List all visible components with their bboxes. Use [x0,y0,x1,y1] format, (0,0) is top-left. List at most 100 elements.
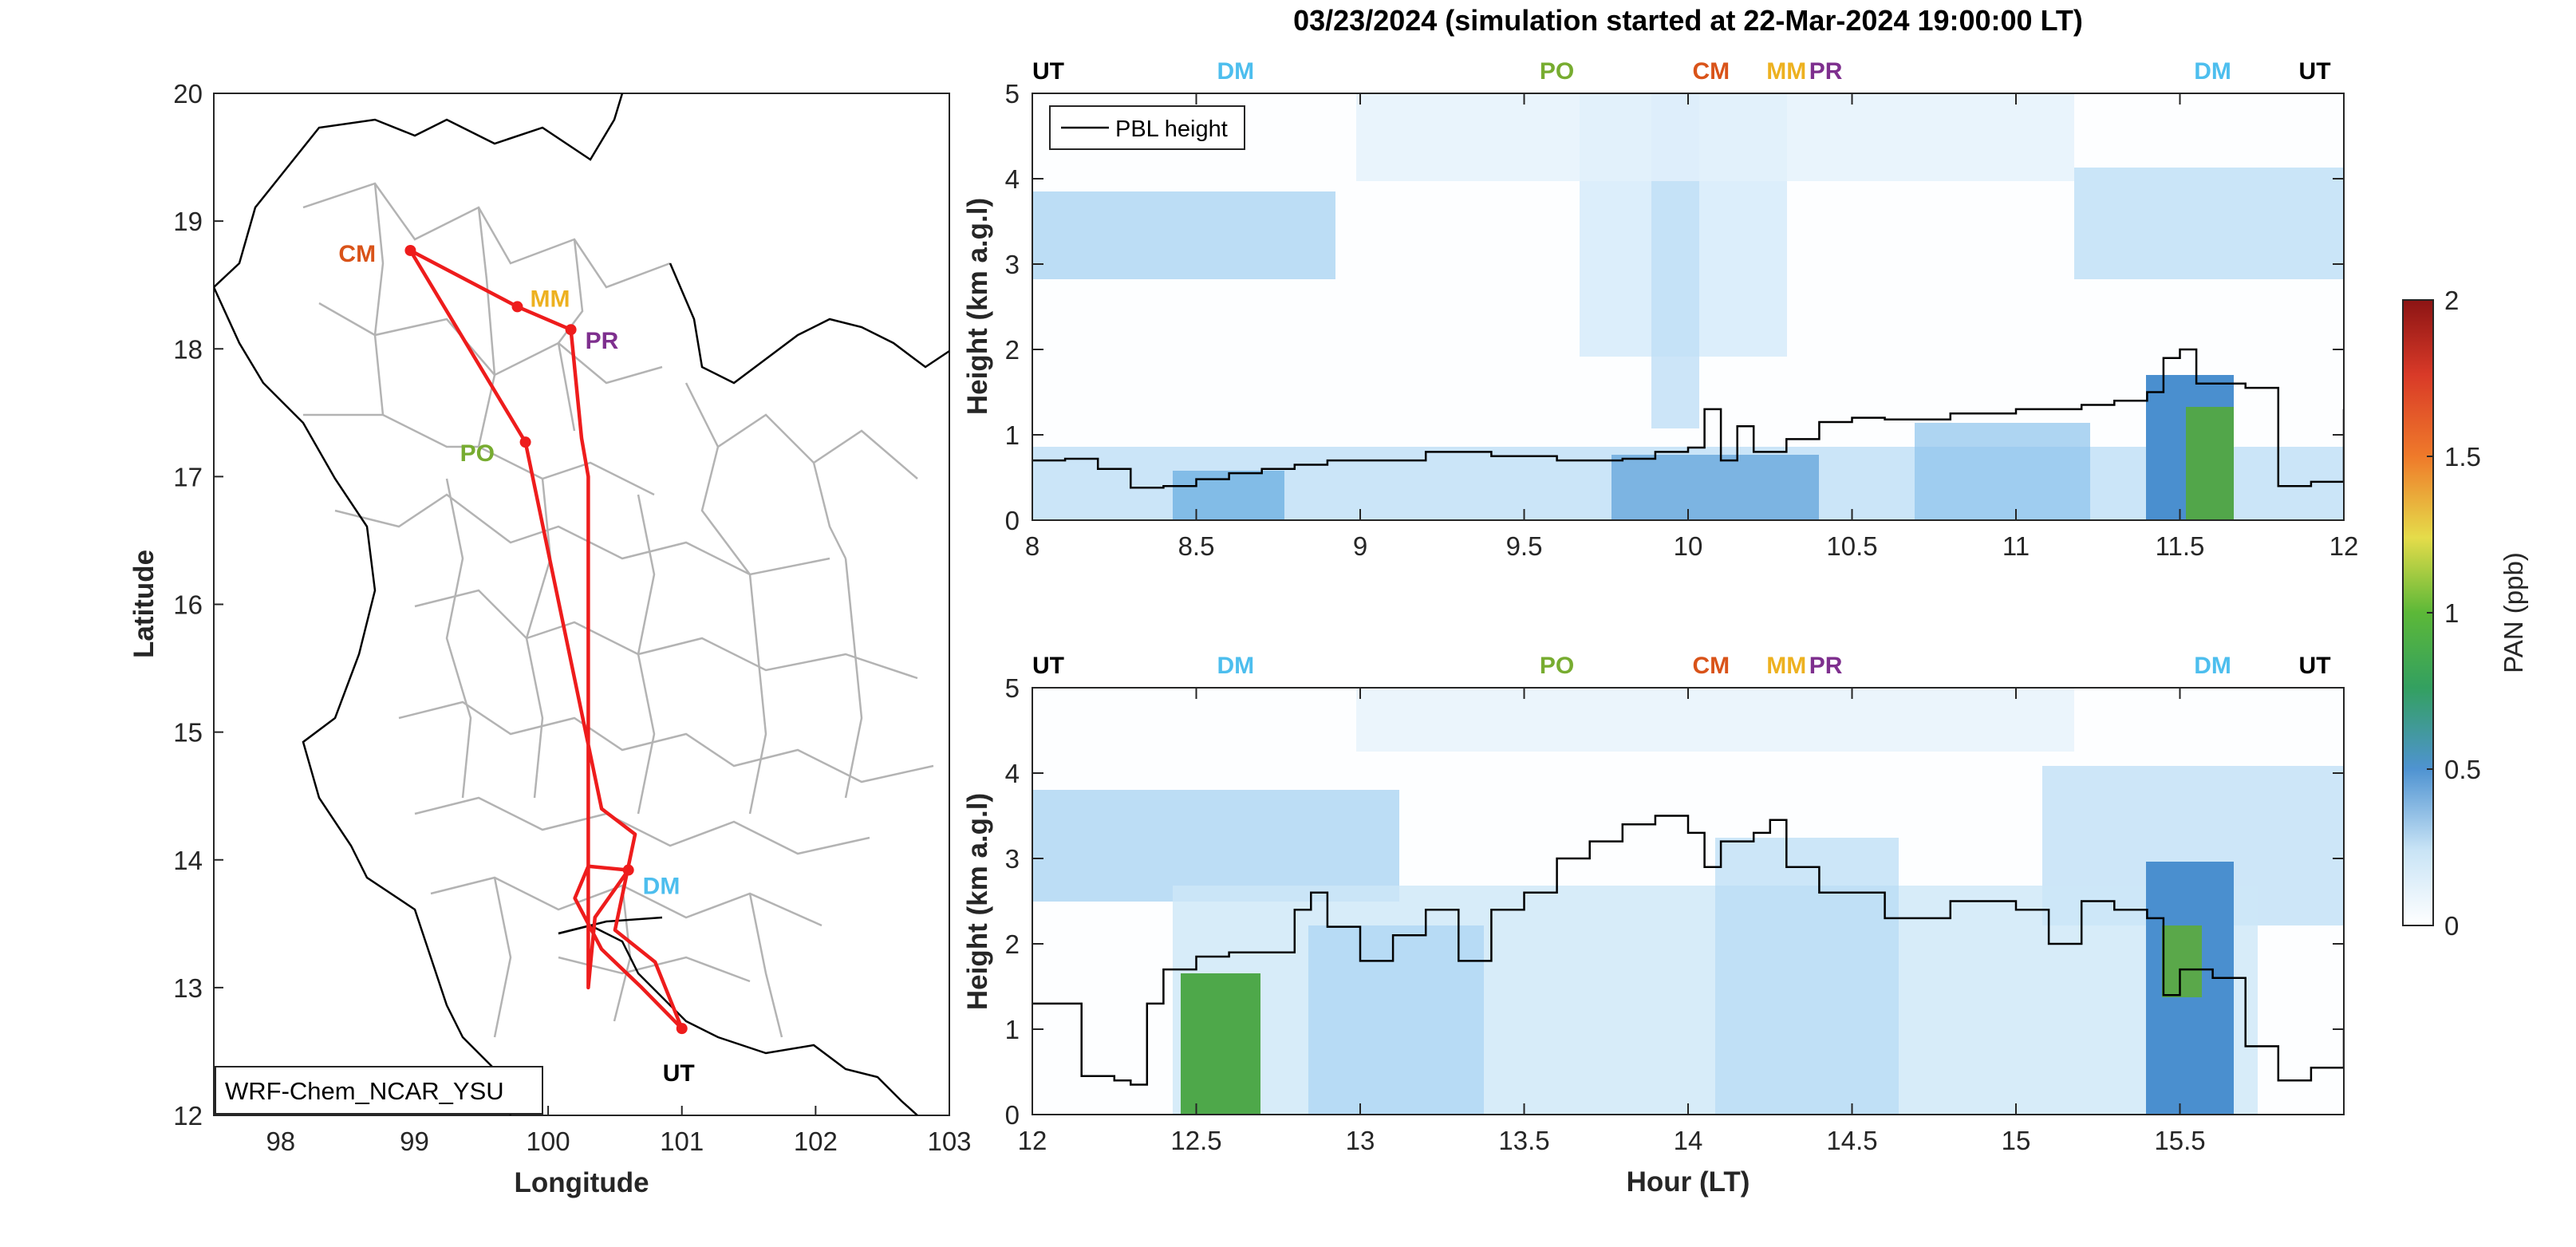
panel1-pan-hotspot-green [2186,407,2234,520]
panel1-pan-field [1032,93,2344,520]
x-tick-label: 11.5 [2156,531,2205,561]
site-marker-ut: UT [1032,653,1064,679]
map-x-tick-label: 99 [400,1127,429,1156]
panel2-pan-field [1032,688,2344,1115]
legend-label: PBL height [1115,116,1228,142]
site-label-cm: CM [338,241,376,267]
colorbar-tick-label: 1.5 [2444,442,2481,472]
site-label-pr: PR [586,328,619,354]
map-x-tick-label: 103 [927,1127,971,1156]
x-tick-label: 9 [1353,531,1367,561]
panel1-site-markers: UT DM PO CM MM PR DM UT [1032,58,2331,85]
colorbar-label: PAN (ppb) [2499,552,2528,673]
y-tick-label: 5 [1005,79,1020,109]
site-marker-ut: UT [2299,58,2331,85]
map-y-tick-label: 20 [173,79,203,109]
panel2-y-ticks: 0 1 2 3 4 5 [1005,673,2344,1130]
coastline-and-borders [214,93,949,1115]
panel2-pan-band-left [1032,790,1399,902]
x-tick-label: 13 [1346,1126,1375,1155]
map-x-label: Longitude [514,1167,649,1198]
x-tick-label: 8.5 [1178,531,1215,561]
site-label-dm: DM [643,874,680,900]
site-marker-dm: DM [2194,653,2231,679]
site-dot-po [519,436,531,448]
figure-title: 03/23/2024 (simulation started at 22-Mar… [1293,4,2083,37]
x-tick-label: 15.5 [2154,1126,2205,1155]
site-marker-pr: PR [1809,58,1843,85]
site-marker-cm: CM [1692,653,1730,679]
y-tick-label: 0 [1005,506,1020,535]
panel1-x-ticks: 8 8.5 9 9.5 10 10.5 11 11.5 12 [1025,93,2359,561]
y-tick-label: 3 [1005,844,1020,874]
panel2-site-markers: UT DM PO CM MM PR DM UT [1032,653,2331,679]
x-tick-label: 13.5 [1498,1126,1549,1155]
map-y-tick-label: 16 [173,590,203,620]
panel2-pan-shade-2 [1715,838,1899,1115]
x-tick-label: 12.5 [1170,1126,1221,1155]
panel1-legend: PBL height [1049,105,1245,150]
panel1-pan-surface-dark-2 [1611,455,1819,520]
site-marker-po: PO [1540,58,1574,85]
colorbar-tick-label: 1 [2444,598,2459,628]
colorbar-tick-label: 2 [2444,286,2459,315]
route-line [408,248,684,1030]
panel2-x-ticks: 12 12.5 13 13.5 14 14.5 15 15.5 [1018,688,2206,1155]
panel1-y-label: Height (km a.g.l) [962,198,993,415]
map-x-tick-label: 101 [660,1127,704,1156]
map-y-tick-label: 14 [173,846,203,875]
panel2-x-label: Hour (LT) [1627,1166,1750,1198]
site-marker-dm: DM [2194,58,2231,85]
map-x-tick-label: 98 [266,1127,295,1156]
panel2-pan-hotspot-green-2 [2162,925,2202,997]
y-tick-label: 1 [1005,1015,1020,1044]
map-x-tick-label: 102 [794,1127,838,1156]
site-marker-pr: PR [1809,653,1843,679]
map-y-label: Latitude [128,550,160,658]
panel2-pan-upper [1356,688,2074,752]
panel1-pan-upper [1356,93,2074,181]
model-label: WRF-Chem_NCAR_YSU [225,1077,504,1105]
panel2-pbl-height-line [1032,815,2344,1086]
panel1-pan-surface-dark-3 [1915,423,2090,520]
y-tick-label: 3 [1005,250,1020,279]
x-tick-label: 12 [2329,531,2359,561]
site-label-mm: MM [531,286,570,312]
map-axes-box [213,93,950,1116]
panel1-y-ticks: 0 1 2 3 4 5 [1005,79,2344,535]
site-dot-ut [676,1023,688,1035]
y-tick-label: 1 [1005,420,1020,450]
map-y-tick-label: 18 [173,334,203,364]
y-tick-label: 4 [1005,759,1020,788]
x-tick-label: 14 [1674,1126,1703,1155]
site-marker-mm: MM [1766,58,1806,85]
map-y-tick-label: 19 [173,207,203,236]
model-label-box [215,1066,543,1115]
panel2-y-label: Height (km a.g.l) [962,793,993,1010]
panel2-pan-hotspot-green-1 [1181,973,1260,1115]
x-tick-label: 10.5 [1826,531,1877,561]
site-marker-cm: CM [1692,58,1730,85]
site-dot-mm [511,301,523,313]
site-marker-po: PO [1540,653,1574,679]
panel1-pan-band-right [2074,168,2344,279]
site-label-ut: UT [663,1060,695,1087]
site-marker-ut: UT [1032,58,1064,85]
x-tick-label: 12 [1018,1126,1047,1155]
map-panel: CM MM PR PO DM UT 98 99 100 101 102 103 12 13 14 15 16… [128,79,972,1198]
map-y-ticks: 12 13 14 15 16 17 18 19 20 [173,79,223,1131]
site-dot-cm [404,244,416,256]
colorbar: 0 0.5 1 1.5 2 PAN (ppb) [2402,286,2528,941]
x-tick-label: 9.5 [1506,531,1543,561]
panel1-pan-band-left [1032,191,1335,279]
x-tick-label: 8 [1025,531,1039,561]
site-markers: CM MM PR PO DM UT [338,241,694,1087]
colorbar-tick-label: 0 [2444,911,2459,941]
panel1-pbl-height-line [1032,348,2344,489]
y-tick-label: 4 [1005,164,1020,194]
map-y-tick-label: 13 [173,973,203,1003]
x-tick-label: 11 [2002,531,2030,561]
map-x-tick-label: 100 [527,1127,570,1156]
x-tick-label: 10 [1674,531,1703,561]
panel2-pan-shade-1 [1308,925,1484,1115]
